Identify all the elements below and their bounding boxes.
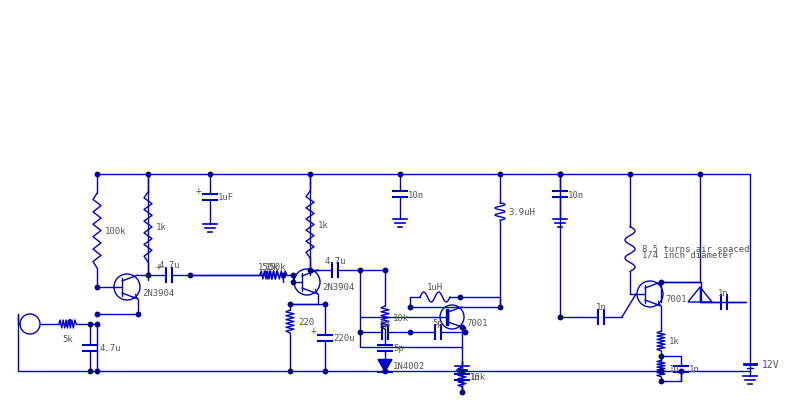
Polygon shape (378, 360, 392, 371)
Text: 2N3904: 2N3904 (142, 288, 174, 297)
Text: 10k: 10k (393, 313, 409, 322)
Text: +: + (196, 185, 202, 195)
Text: 10n: 10n (568, 190, 584, 199)
Text: 10n: 10n (408, 190, 424, 199)
Text: 1k: 1k (669, 337, 680, 345)
Text: +: + (311, 326, 317, 336)
Text: 220: 220 (298, 317, 314, 326)
Bar (446, 309, 448, 325)
Text: 100k: 100k (105, 226, 126, 235)
Text: 5p: 5p (380, 318, 390, 327)
Text: 1n: 1n (718, 288, 729, 297)
Text: 1/4 inch diameter: 1/4 inch diameter (642, 250, 734, 259)
Text: 4.7u: 4.7u (158, 261, 180, 270)
Text: 10: 10 (669, 364, 680, 373)
Text: 1uF: 1uF (218, 192, 234, 202)
Text: 7001: 7001 (665, 295, 686, 304)
Text: 5p: 5p (432, 318, 443, 327)
Text: 1N4002: 1N4002 (393, 361, 426, 370)
Text: 1k: 1k (156, 223, 166, 232)
Text: 4.7u: 4.7u (324, 256, 346, 265)
Text: 1n: 1n (689, 364, 700, 373)
Text: 220u: 220u (333, 333, 354, 342)
Text: 4.7u: 4.7u (100, 343, 122, 352)
Text: 3.9uH: 3.9uH (508, 207, 535, 216)
Text: +: + (156, 261, 162, 271)
Text: 12V: 12V (762, 359, 780, 369)
Text: 1uH: 1uH (427, 283, 443, 292)
Text: 2N3904: 2N3904 (322, 283, 354, 292)
Text: 1n: 1n (470, 372, 481, 381)
Text: 8.5 turns air spaced: 8.5 turns air spaced (642, 245, 750, 254)
Text: 150k: 150k (258, 263, 280, 272)
Text: 150k: 150k (265, 263, 286, 272)
Text: 5k: 5k (62, 334, 73, 343)
Text: 1n: 1n (596, 303, 606, 312)
Text: 1k: 1k (318, 220, 329, 230)
Text: 7001: 7001 (466, 318, 487, 327)
Text: 10k: 10k (470, 373, 486, 382)
Text: 5p: 5p (393, 343, 404, 352)
